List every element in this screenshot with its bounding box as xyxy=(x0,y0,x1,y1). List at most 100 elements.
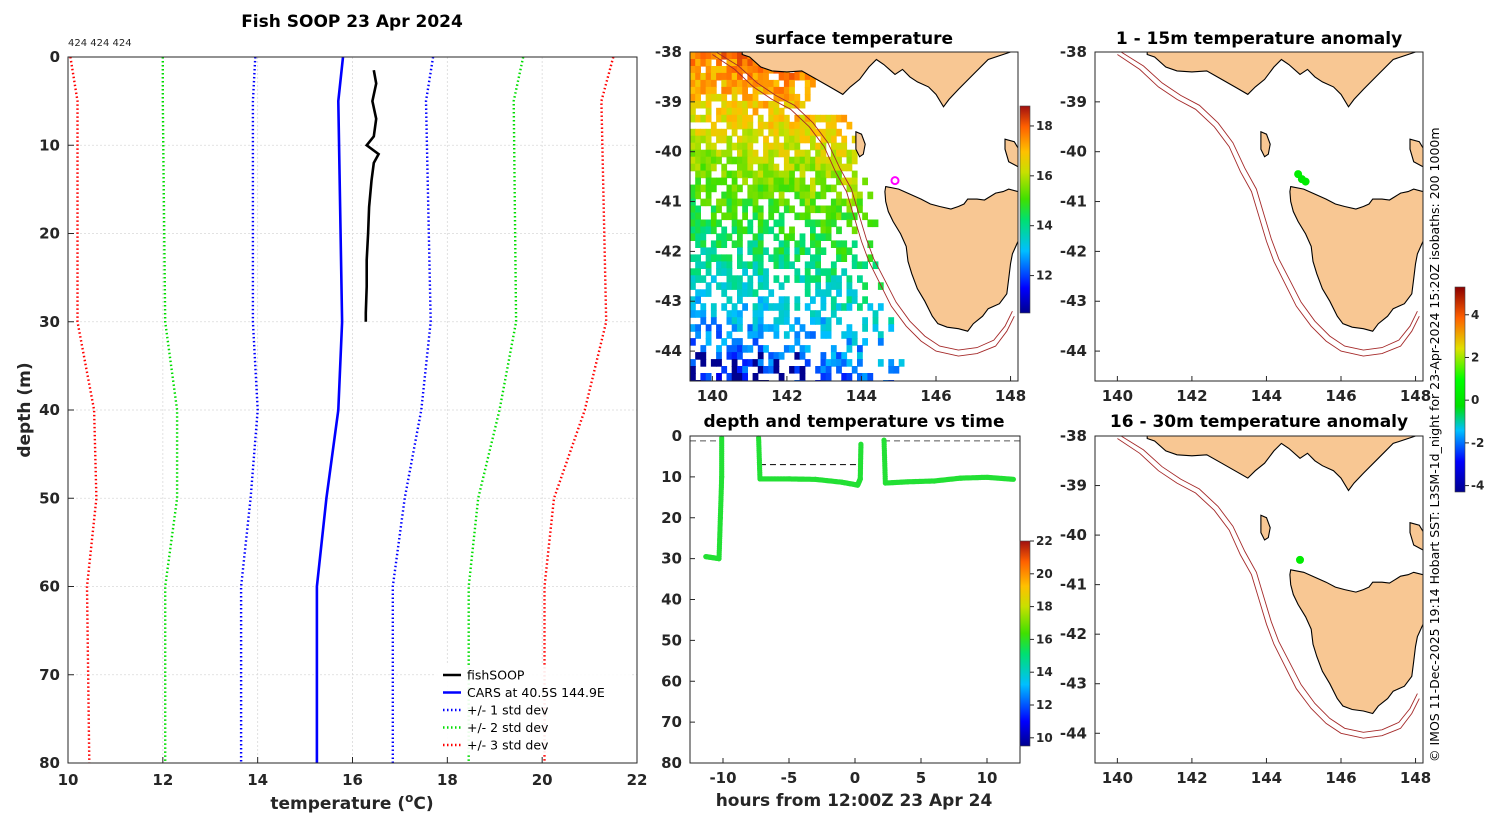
sst-cell xyxy=(820,191,827,200)
sst-cell xyxy=(872,310,879,318)
sst-cell xyxy=(815,317,821,325)
sst-cell xyxy=(721,226,728,235)
sst-cell xyxy=(731,170,738,179)
sst-cell xyxy=(794,177,801,186)
sst-cell xyxy=(737,79,743,88)
sst-cell xyxy=(763,324,769,332)
anomaly-deep-points xyxy=(1296,555,1304,564)
sst-cell xyxy=(695,254,701,262)
anomaly-deep-title: 16 - 30m temperature anomaly xyxy=(1110,412,1408,432)
sst-cell xyxy=(731,114,738,123)
sst-cell xyxy=(716,233,722,241)
sst-cell xyxy=(804,303,811,311)
sst-cell xyxy=(690,128,696,137)
sst-cell xyxy=(737,240,743,248)
sst-cell xyxy=(731,177,738,186)
sst-cell xyxy=(778,121,785,130)
sst-cell xyxy=(752,100,759,109)
sst-cell xyxy=(851,338,858,346)
sst-cell xyxy=(778,310,785,318)
anomaly-deep-frame xyxy=(1094,435,1424,764)
sst-cell xyxy=(778,219,785,228)
sst-cell xyxy=(747,184,754,193)
sst-cell xyxy=(804,275,811,283)
sst-cell xyxy=(742,289,748,297)
sst-cell xyxy=(851,198,858,207)
sst-cell xyxy=(841,163,848,172)
sst-cell xyxy=(851,212,858,221)
profile-legend: fishSOOP CARS at 40.5S 144.9E +/- 1 std de… xyxy=(436,665,631,755)
sst-cell xyxy=(773,233,780,241)
sst-cell xyxy=(794,114,801,123)
sst-cell xyxy=(799,275,806,283)
sst-cell xyxy=(700,303,707,311)
sst-cell xyxy=(763,86,769,95)
sst-cell xyxy=(705,331,712,339)
sst-cell xyxy=(841,352,848,360)
sst-cell xyxy=(695,240,701,248)
sst-cell xyxy=(742,345,748,353)
sst-cell xyxy=(710,310,717,318)
sst-cell xyxy=(773,184,780,193)
sst-cell xyxy=(705,324,712,332)
sst-cell xyxy=(836,352,842,360)
sst-cell xyxy=(815,128,821,137)
sst-cell xyxy=(690,310,696,318)
sst-cell xyxy=(846,331,853,339)
sst-cell xyxy=(757,79,764,88)
sst-cell xyxy=(830,219,837,228)
sst-cell xyxy=(757,114,764,123)
sst-land xyxy=(712,52,1018,357)
sst-cell xyxy=(726,142,733,151)
dt-y-tick-label: 80 xyxy=(661,754,682,772)
sst-cell xyxy=(825,268,832,276)
sst-cell xyxy=(731,93,738,102)
sst-cell xyxy=(716,352,722,360)
sst-cell xyxy=(710,240,717,248)
sst-cell xyxy=(857,198,863,207)
depth-sample-point xyxy=(719,435,725,441)
sst-cell xyxy=(695,275,701,283)
sst-cell xyxy=(705,247,712,255)
sst-cell xyxy=(705,79,712,88)
sst-cell xyxy=(721,282,728,290)
sst-cell xyxy=(747,93,754,102)
sst-cell xyxy=(825,373,832,381)
sst-cell xyxy=(737,310,743,318)
sst-cell xyxy=(690,359,696,367)
sst-cell xyxy=(721,191,728,200)
sst-cell xyxy=(695,59,701,67)
sst-cell xyxy=(705,66,712,74)
sst-cell xyxy=(872,219,879,228)
sst-cell xyxy=(737,366,743,374)
sst-cell xyxy=(830,170,837,179)
sst-cell xyxy=(690,66,696,74)
sst-cell xyxy=(695,212,701,221)
sst-cell xyxy=(820,233,827,241)
sst-cell xyxy=(737,345,743,353)
sst-cell xyxy=(700,184,707,193)
sst-cell xyxy=(757,163,764,172)
sst-cell xyxy=(830,156,837,165)
sst-cell xyxy=(726,156,733,165)
sst-cell xyxy=(747,121,754,130)
sst-cell xyxy=(778,212,785,221)
sst-cell xyxy=(721,254,728,262)
anomaly-colorbar-label: 0 xyxy=(1471,393,1479,407)
sst-cell xyxy=(757,66,764,74)
sst-cell xyxy=(794,331,801,339)
sst-cell xyxy=(731,156,738,165)
sst-cell xyxy=(716,198,722,207)
sst-cell xyxy=(794,366,801,374)
sst-cell xyxy=(862,261,868,269)
map-x-tick-label: 142 xyxy=(1176,769,1207,787)
sst-cell xyxy=(836,303,842,311)
sst-cell xyxy=(794,338,801,346)
sst-cell xyxy=(721,93,728,102)
sst-cell xyxy=(721,289,728,297)
sst-cell xyxy=(695,324,701,332)
anomaly-colorbar xyxy=(1454,286,1466,493)
sst-cell xyxy=(716,177,722,186)
sst-cell xyxy=(820,219,827,228)
sst-cell xyxy=(695,163,701,172)
